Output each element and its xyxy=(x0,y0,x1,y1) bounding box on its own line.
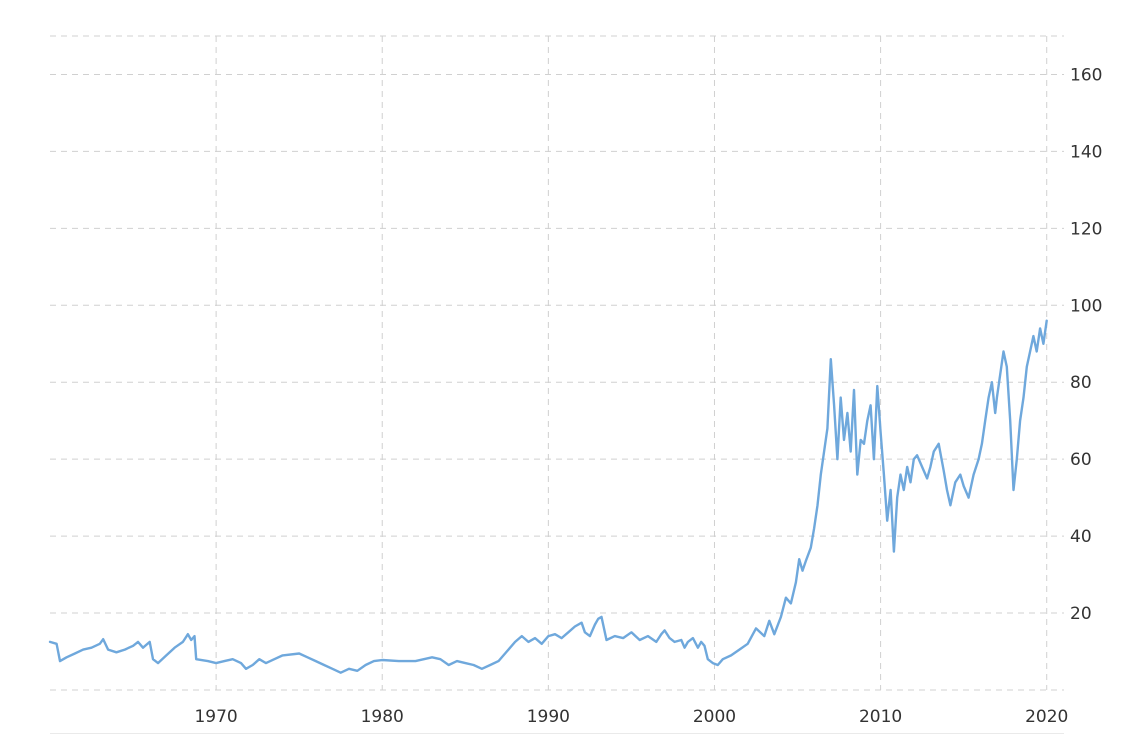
y-tick-label: 120 xyxy=(1070,219,1102,239)
y-tick-label: 80 xyxy=(1070,373,1092,393)
x-axis-tick-labels: 1970 1980 1990 2000 2010 2020 xyxy=(194,707,1068,727)
y-tick-label: 100 xyxy=(1070,296,1102,316)
x-tick-label: 2020 xyxy=(1025,707,1068,727)
x-tick-label: 2000 xyxy=(693,707,736,727)
x-tick-label: 1970 xyxy=(194,707,237,727)
y-tick-label: 160 xyxy=(1070,65,1102,85)
series-line xyxy=(48,319,1048,674)
y-tick-label: 40 xyxy=(1070,527,1092,547)
x-tick-label: 2010 xyxy=(859,707,902,727)
y-tick-label: 20 xyxy=(1070,604,1092,624)
y-tick-label: 140 xyxy=(1070,142,1102,162)
chart-series xyxy=(48,319,1048,674)
y-axis-tick-labels: 20 40 60 80 100 120 140 160 xyxy=(1070,65,1102,624)
y-tick-label: 60 xyxy=(1070,450,1092,470)
x-tick-label: 1980 xyxy=(361,707,404,727)
chart-gridlines xyxy=(50,35,1064,691)
x-tick-label: 1990 xyxy=(527,707,570,727)
